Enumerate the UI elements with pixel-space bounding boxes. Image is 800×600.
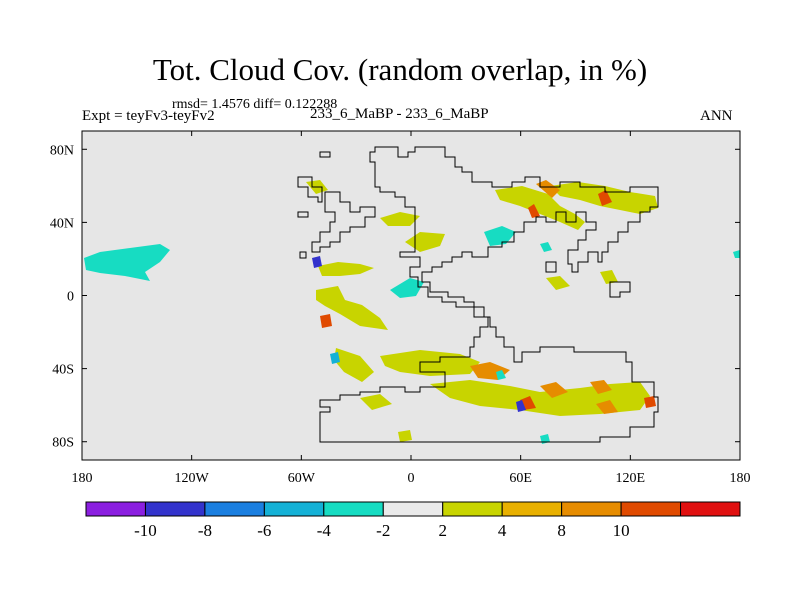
colorbar-label: -8 xyxy=(198,521,212,540)
case-label: 233_6_MaBP - 233_6_MaBP xyxy=(310,106,489,122)
colorbar-label: 10 xyxy=(613,521,630,540)
axis-ticks xyxy=(81,131,741,460)
colorbar-swatch xyxy=(442,501,503,517)
colorbar-label: -4 xyxy=(317,521,332,540)
colorbar-swatch xyxy=(382,501,444,517)
difference-field xyxy=(84,180,740,444)
colorbar-swatch xyxy=(144,501,206,517)
coastline xyxy=(297,146,659,443)
y-tick-label: 80N xyxy=(50,143,74,158)
colorbar-swatch xyxy=(680,501,741,517)
x-axis-labels: 180 120W 60W 0 60E 120E 180 xyxy=(72,471,751,486)
colorbar xyxy=(85,501,741,517)
colorbar-labels: -10 -8 -6 -4 -2 2 4 8 10 xyxy=(134,521,629,540)
colorbar-label: 2 xyxy=(438,521,447,540)
x-tick-label: 0 xyxy=(408,471,415,486)
experiment-label: Expt = teyFv3-teyFv2 xyxy=(82,108,215,124)
x-tick-label: 120E xyxy=(616,471,646,486)
x-tick-label: 60W xyxy=(288,471,316,486)
colorbar-swatch xyxy=(85,501,146,517)
colorbar-label: -10 xyxy=(134,521,157,540)
colorbar-swatch xyxy=(204,501,265,517)
colorbar-swatch xyxy=(501,501,563,517)
colorbar-swatch xyxy=(263,501,325,517)
colorbar-swatch xyxy=(561,501,622,517)
colorbar-swatch xyxy=(620,501,682,517)
colorbar-label: -2 xyxy=(376,521,390,540)
plot-title: Tot. Cloud Cov. (random overlap, in %) xyxy=(152,52,648,87)
y-tick-label: 40S xyxy=(52,363,74,378)
x-tick-label: 180 xyxy=(730,471,751,486)
y-tick-label: 0 xyxy=(67,290,74,305)
stats-text: rmsd= 1.4576 diff= 0.122288 xyxy=(172,97,338,112)
y-tick-label: 80S xyxy=(52,436,74,451)
y-axis-labels: 80N 40N 0 40S 80S xyxy=(50,143,74,450)
colorbar-label: -6 xyxy=(257,521,271,540)
x-tick-label: 120W xyxy=(175,471,210,486)
colorbar-label: 8 xyxy=(557,521,566,540)
x-tick-label: 180 xyxy=(72,471,93,486)
season-label: ANN xyxy=(700,108,733,124)
y-tick-label: 40N xyxy=(50,216,74,231)
x-tick-label: 60E xyxy=(509,471,532,486)
colorbar-label: 4 xyxy=(498,521,507,540)
colorbar-swatch xyxy=(323,501,384,517)
